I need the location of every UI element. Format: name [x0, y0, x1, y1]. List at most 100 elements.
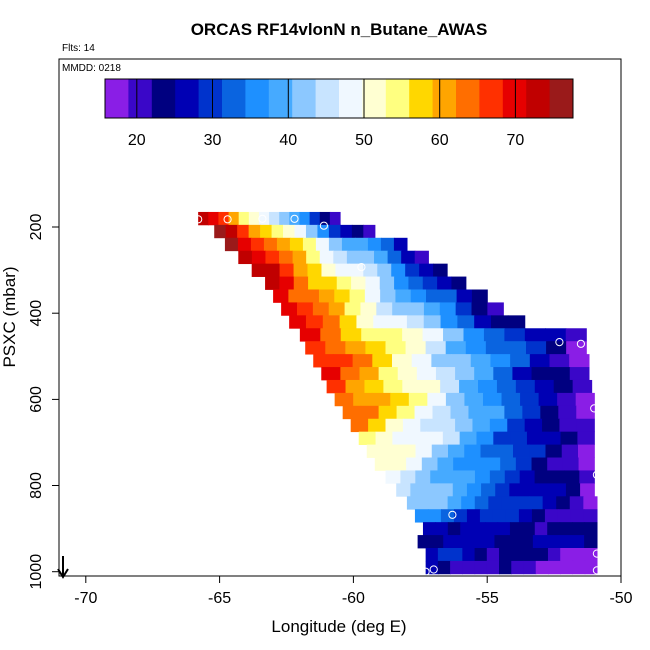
heatmap-cell	[437, 276, 453, 290]
heatmap-cell	[364, 289, 381, 303]
heatmap-cell	[443, 328, 465, 342]
heatmap-cell	[584, 522, 598, 536]
heatmap-cell	[468, 457, 486, 471]
heatmap-cell	[251, 263, 267, 277]
heatmap-cell	[334, 289, 351, 303]
heatmap-cell	[497, 522, 511, 536]
heatmap-cell	[491, 315, 509, 329]
heatmap-cell	[423, 302, 441, 316]
heatmap-cell	[260, 224, 273, 239]
heatmap-cell	[336, 276, 352, 290]
heatmap-cell	[565, 328, 587, 342]
heatmap-cell	[509, 483, 525, 497]
heatmap-cell	[432, 405, 452, 420]
heatmap-cell	[279, 263, 295, 277]
y-axis: 200 400 600 800 1000	[28, 214, 59, 590]
heatmap-cell	[584, 535, 598, 549]
heatmap-cell	[447, 496, 462, 510]
heatmap-cell	[456, 289, 473, 303]
heatmap-cell	[496, 444, 514, 458]
colorbar-cell	[339, 79, 363, 118]
heatmap-cell	[464, 392, 484, 407]
heatmap-cell	[351, 276, 367, 290]
colorbar-cell	[151, 79, 176, 118]
heatmap-cell	[340, 328, 362, 342]
heatmap-cell	[460, 522, 474, 536]
x-tick-label: -55	[476, 590, 499, 607]
colorbar-cell	[175, 79, 200, 118]
colorbar-cell	[268, 79, 293, 118]
heatmap-cell	[487, 302, 504, 316]
heatmap-cell	[565, 483, 581, 497]
heatmap-cell	[520, 392, 540, 407]
heatmap-cell	[451, 276, 467, 290]
heatmap-cell	[474, 315, 492, 329]
heatmap-cell	[248, 224, 261, 239]
heatmap-cell	[577, 444, 595, 458]
heatmap-cell	[572, 522, 586, 536]
heatmap-cell	[393, 237, 408, 252]
x-tick-label: -70	[74, 590, 97, 607]
x-tick-label: -60	[342, 590, 365, 607]
heatmap-cell	[535, 548, 549, 562]
heatmap-cell	[543, 431, 562, 445]
heatmap-cell	[422, 328, 444, 342]
heatmap-cell	[465, 341, 487, 355]
heatmap-cell	[430, 535, 444, 549]
heatmap-cell	[453, 457, 470, 471]
heatmap-cell	[208, 211, 220, 226]
heatmap-cell	[481, 483, 496, 497]
heatmap-cell	[466, 483, 482, 497]
heatmap-cell	[356, 315, 374, 329]
colorbar-cell	[456, 79, 480, 118]
heatmap-cell	[349, 289, 366, 303]
heatmap-cell	[534, 470, 551, 484]
heatmap-cell	[396, 405, 416, 420]
heatmap-cell	[571, 535, 585, 549]
heatmap-cell	[411, 354, 432, 368]
heatmap-cell	[333, 250, 348, 265]
heatmap-cell	[478, 379, 498, 394]
heatmap-cell	[293, 276, 309, 290]
heatmap-cell	[258, 211, 270, 226]
heatmap-cell	[271, 224, 284, 239]
sample-point	[290, 214, 299, 223]
colorbar-tick-label: 50	[355, 132, 373, 149]
heatmap-cell	[537, 483, 553, 497]
y-tick-label: 200	[28, 214, 45, 241]
heatmap-cell	[427, 392, 447, 407]
heatmap-cell	[431, 444, 449, 458]
heatmap-cell	[578, 457, 595, 471]
heatmap-cell	[471, 289, 488, 303]
y-tick-label: 1000	[28, 554, 45, 590]
colorbar-cell	[198, 79, 223, 118]
heatmap-cell	[560, 548, 574, 562]
heatmap-cell	[374, 457, 392, 471]
heatmap-cell	[424, 483, 440, 497]
heatmap-cell	[484, 457, 501, 471]
heatmap-cell	[466, 509, 481, 523]
heatmap-cell	[451, 354, 472, 368]
heatmap-cell	[334, 392, 354, 407]
heatmap-cell	[583, 509, 598, 523]
heatmap-cell	[441, 289, 458, 303]
heatmap-cell	[510, 431, 528, 445]
heatmap-cell	[353, 392, 373, 407]
heatmap-cell	[299, 211, 311, 226]
heatmap-cell	[299, 328, 321, 342]
heatmap-cell	[385, 341, 407, 355]
heatmap-cell	[410, 289, 427, 303]
heatmap-cell	[250, 237, 265, 252]
heatmap-cell	[351, 224, 364, 239]
heatmap-cell	[414, 405, 434, 420]
heatmap-cell	[549, 354, 570, 368]
heatmap-cell	[522, 405, 541, 420]
heatmap-cell	[504, 405, 523, 420]
heatmap-cell	[474, 470, 491, 484]
heatmap-cell	[283, 224, 296, 239]
heatmap-cell	[340, 367, 361, 381]
heatmap-cell	[358, 431, 377, 445]
heatmap-cell	[320, 328, 342, 342]
heatmap-cell	[448, 444, 465, 458]
mmdd-label: MMDD: 0218	[62, 63, 121, 74]
